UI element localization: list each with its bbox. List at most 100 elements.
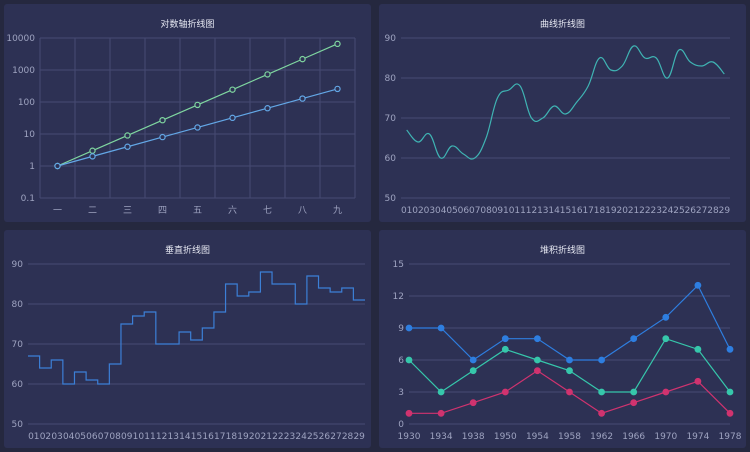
data-point — [598, 409, 606, 417]
y-tick-label: 50 — [12, 420, 24, 430]
x-tick-label: 11 — [514, 206, 525, 216]
x-tick-label: 01 — [28, 432, 39, 442]
y-tick-label: 0 — [398, 420, 404, 430]
data-point — [662, 388, 670, 396]
x-tick-label: 29 — [353, 432, 365, 442]
x-tick-label: 一 — [53, 206, 62, 216]
x-tick-label: 05 — [75, 432, 86, 442]
data-point — [159, 133, 166, 141]
data-point — [437, 324, 445, 332]
x-tick-label: 七 — [263, 205, 272, 216]
x-tick-label: 20 — [616, 206, 628, 216]
data-point — [437, 388, 445, 396]
x-tick-label: 12 — [156, 432, 167, 442]
data-point — [533, 356, 541, 364]
x-tick-label: 六 — [228, 204, 237, 216]
x-tick-label: 1930 — [398, 432, 421, 442]
y-tick-label: 15 — [393, 260, 404, 270]
x-tick-label: 四 — [158, 206, 167, 216]
y-tick-label: 80 — [385, 74, 397, 84]
x-tick-label: 24 — [295, 432, 307, 442]
x-tick-label: 八 — [298, 206, 307, 216]
x-tick-label: 08 — [109, 432, 121, 442]
stacked-line-chart: 0 3 6 9 12 15 1930 1934 1938 1950 1954 1958 1962 1966… — [393, 260, 742, 442]
data-point — [334, 85, 341, 93]
x-tick-label: 1966 — [622, 432, 645, 442]
x-tick-label: 07 — [98, 432, 109, 442]
x-tick-label: 27 — [696, 206, 707, 216]
data-point — [334, 40, 341, 48]
panel-stacked-chart: 堆积折线图 0 3 6 9 12 15 1930 1934 1938 1950 1954 1958 19… — [379, 230, 746, 448]
y-tick-label: 10 — [24, 130, 36, 140]
x-tick-label: 1934 — [430, 432, 453, 442]
log-line-chart: 0.1 1 10 100 1000 10000 一 二 三 四 五 六 七 八 九 — [6, 34, 356, 216]
x-tick-label: 24 — [662, 206, 674, 216]
data-point — [501, 388, 509, 396]
data-point — [54, 162, 61, 170]
y-tick-label: 70 — [12, 340, 24, 350]
x-tick-label: 02 — [412, 206, 423, 216]
y-tick-label: 6 — [398, 356, 404, 366]
data-point — [159, 116, 166, 124]
x-tick-label: 03 — [424, 206, 435, 216]
x-tick-label: 1978 — [719, 432, 742, 442]
data-point — [630, 388, 638, 396]
data-point — [694, 281, 702, 289]
data-point — [229, 114, 236, 122]
x-tick-label: 09 — [121, 432, 133, 442]
x-tick-label: 18 — [594, 206, 606, 216]
y-tick-label: 3 — [398, 388, 404, 398]
x-tick-label: 12 — [526, 206, 537, 216]
data-point — [124, 132, 131, 139]
x-tick-label: 1962 — [590, 432, 613, 442]
y-tick-label: 1000 — [12, 66, 35, 76]
y-tick-label: 9 — [398, 324, 404, 334]
data-point — [694, 345, 702, 353]
x-tick-label: 29 — [719, 206, 731, 216]
data-point — [299, 95, 306, 102]
data-point — [501, 335, 509, 343]
x-tick-label: 五 — [193, 206, 202, 216]
x-tick-label: 04 — [435, 206, 447, 216]
x-tick-label: 19 — [237, 432, 249, 442]
x-tick-label: 14 — [179, 432, 191, 442]
panel-log-chart: 对数轴折线图 0.1 1 10 100 1000 10000 一 二 三 四 五 六 七 八 九 — [4, 4, 371, 222]
x-tick-label: 09 — [492, 206, 504, 216]
data-point — [264, 71, 271, 78]
data-point — [630, 335, 638, 343]
chart-title: 对数轴折线图 — [160, 20, 215, 30]
x-tick-label: 23 — [651, 206, 662, 216]
x-tick-label: 28 — [342, 432, 354, 442]
data-point — [566, 367, 573, 375]
chart-title: 垂直折线图 — [164, 246, 210, 256]
series-line — [408, 337, 731, 393]
series-line — [406, 45, 725, 160]
panel-step-chart: 垂直折线图 50 60 70 80 90 01 02 03 04 05 06 07 08 09 10 11 12… — [4, 230, 371, 448]
x-tick-label: 16 — [571, 206, 583, 216]
data-point — [533, 367, 541, 375]
x-tick-label: 19 — [605, 206, 617, 216]
x-tick-label: 1974 — [686, 432, 709, 442]
data-point — [726, 345, 734, 353]
data-point — [229, 86, 236, 93]
x-tick-label: 13 — [168, 432, 179, 442]
y-tick-label: 0.1 — [21, 194, 35, 204]
x-tick-label: 15 — [191, 432, 202, 442]
data-point — [566, 356, 573, 364]
y-tick-label: 60 — [12, 380, 24, 390]
x-tick-label: 23 — [284, 432, 295, 442]
y-tick-label: 80 — [12, 300, 24, 310]
x-tick-label: 1954 — [526, 432, 549, 442]
y-tick-label: 70 — [385, 114, 397, 124]
y-tick-label: 12 — [393, 292, 404, 302]
x-tick-label: 06 — [86, 432, 98, 442]
data-point — [598, 356, 606, 364]
x-tick-label: 10 — [503, 206, 515, 216]
x-tick-label: 25 — [307, 432, 318, 442]
data-point — [405, 356, 413, 364]
x-tick-label: 15 — [560, 206, 571, 216]
x-tick-label: 25 — [673, 206, 684, 216]
y-tick-label: 10000 — [6, 34, 35, 44]
data-point — [533, 335, 541, 343]
y-tick-label: 100 — [18, 98, 35, 108]
